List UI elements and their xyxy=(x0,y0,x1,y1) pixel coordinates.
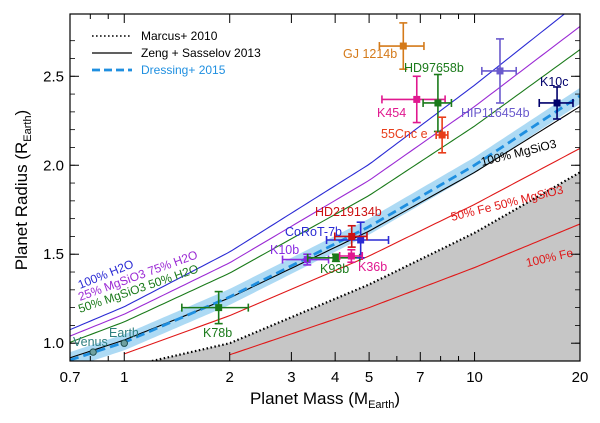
planet-k10b-label: K10b xyxy=(270,243,299,257)
planet-k454 xyxy=(381,75,446,124)
planet-corot-7b-marker xyxy=(357,236,365,244)
x-tick-label-7: 10 xyxy=(466,369,483,386)
planet-55cnc-e-marker xyxy=(438,131,446,139)
planet-hip116454b-label: HIP116454b xyxy=(461,106,530,120)
planet-venus-label: Venus xyxy=(73,335,108,349)
y-tick-label-1: 1.5 xyxy=(43,246,64,263)
x-tick-label-1: 1 xyxy=(120,369,128,386)
legend-zeng-label: Zeng + Sasselov 2013 xyxy=(141,46,261,60)
planet-gj-1214b-marker xyxy=(399,42,407,50)
marcus-2010-curve xyxy=(151,171,580,361)
planet-k36b xyxy=(338,248,364,264)
x-tick-label-4: 4 xyxy=(331,369,339,386)
planet-55cnc-e xyxy=(435,116,449,154)
marcus-excluded-region xyxy=(151,172,580,361)
planet-hd97658b xyxy=(422,73,453,133)
x-tick-label-3: 3 xyxy=(287,369,295,386)
planet-k93b-marker xyxy=(332,254,340,262)
planet-k78b xyxy=(181,290,250,325)
planet-earth-label: Earth xyxy=(109,326,139,340)
planet-k10c-label: K10c xyxy=(540,75,569,89)
planet-hip116454b-marker xyxy=(496,67,504,75)
curve-50pct-mgsio3-50pct-h2o xyxy=(70,49,580,343)
planet-k10c-marker xyxy=(553,99,561,107)
curve-50pct-fe-50pct-mgsio3 xyxy=(124,147,580,355)
planet-corot-7b-label: CoRoT-7b xyxy=(285,225,342,239)
curve-25pct-mgsio3-75pct-h2o xyxy=(70,26,580,337)
planet-k93b-label: K93b xyxy=(320,262,349,276)
x-tick-label-6: 7 xyxy=(416,369,424,386)
planet-k78b-label: K78b xyxy=(203,326,232,340)
x-tick-label-0: 0.7 xyxy=(60,369,81,386)
legend: Marcus+ 2010 Zeng + Sasselov 2013 Dressi… xyxy=(88,24,270,80)
plot-frame xyxy=(69,13,581,362)
planet-hip116454b xyxy=(481,38,518,104)
planet-earth-marker xyxy=(120,339,128,347)
planet-k454-label: K454 xyxy=(377,106,406,120)
legend-marcus-label: Marcus+ 2010 xyxy=(141,29,218,43)
planet-gj-1214b xyxy=(378,22,425,70)
y-tick-label-2: 2.0 xyxy=(43,157,64,174)
curve-100pct-fe xyxy=(229,223,580,356)
planet-k36b-marker xyxy=(347,252,355,260)
planet-earth xyxy=(120,339,128,347)
planet-gj-1214b-label: GJ 1214b xyxy=(343,47,397,61)
planet-hd219134b-label: HD219134b xyxy=(315,205,382,219)
planet-55cnc-e-label: 55Cnc e xyxy=(381,127,428,141)
planet-hd97658b-marker xyxy=(434,99,442,107)
dressing-2015-relation xyxy=(70,94,580,361)
planet-k36b-label: K36b xyxy=(358,260,387,274)
plot-area xyxy=(70,14,580,361)
planet-venus xyxy=(89,348,97,356)
x-axis-label: Planet Mass (MEarth) xyxy=(250,389,400,411)
planet-k454-marker xyxy=(413,95,421,103)
legend-dressing-label: Dressing+ 2015 xyxy=(141,63,226,77)
planet-k78b-marker xyxy=(215,304,223,312)
y-tick-label-0: 1.0 xyxy=(43,335,64,352)
planet-hd219134b xyxy=(333,224,368,248)
curve-100pct-h2o xyxy=(70,14,566,331)
planet-corot-7b xyxy=(325,221,390,259)
y-axis-label: Planet Radius (REarth) xyxy=(12,110,34,270)
planet-hd219134b-marker xyxy=(348,232,356,240)
axes-frame: 0.7 1 2 3 4 5 7 10 20 1.0 1.5 2.0 2.5 xyxy=(43,13,589,386)
x-tick-label-2: 2 xyxy=(226,369,234,386)
x-tick-label-8: 20 xyxy=(572,369,589,386)
x-tick-label-5: 5 xyxy=(365,369,373,386)
planet-venus-marker xyxy=(89,348,97,356)
planet-k10c xyxy=(538,86,574,120)
y-tick-label-3: 2.5 xyxy=(43,68,64,85)
planet-hd97658b-label: HD97658b xyxy=(404,61,464,75)
